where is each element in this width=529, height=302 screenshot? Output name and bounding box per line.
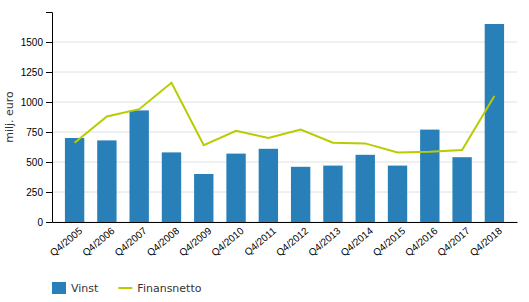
y-tick: 750 [26,127,52,138]
bar [291,167,310,222]
chart: 0250500750100012501500Q4/2005Q4/2006Q4/2… [0,0,529,302]
x-tick: Q4/2013 [306,225,343,258]
x-axis-line [53,222,518,223]
bar [388,166,407,222]
grid [52,42,517,222]
y-tick-mark [46,162,52,163]
x-tick: Q4/2016 [403,225,440,258]
x-tick-label: Q4/2010 [209,225,246,258]
x-tick-label: Q4/2009 [177,225,214,258]
y-tick-label: 0 [37,217,43,228]
y-tick-label: 750 [26,127,43,138]
y-tick-mark [46,42,52,43]
y-tick-label: 500 [26,157,43,168]
x-tick-label: Q4/2008 [145,225,182,258]
grid-line [52,42,517,43]
x-tick: Q4/2011 [242,225,278,258]
x-tick-label: Q4/2005 [48,225,85,258]
bar-series [65,24,504,222]
legend-item: Finansnetto [118,282,201,295]
legend-label: Finansnetto [137,282,201,295]
x-tick-label: Q4/2012 [274,225,311,258]
x-tick: Q4/2015 [371,225,408,258]
grid-line [52,162,517,163]
y-tick-mark [46,102,52,103]
x-tick-label: Q4/2014 [338,225,375,258]
y-tick: 250 [26,187,52,198]
x-tick-label: Q4/2016 [403,225,440,258]
y-tick: 500 [26,157,52,168]
bar [194,174,213,222]
legend-swatch [118,287,132,289]
grid-line [52,72,517,73]
y-tick-label: 250 [26,187,43,198]
bar [226,154,245,222]
x-tick: Q4/2005 [48,225,85,258]
x-tick-label: Q4/2015 [371,225,408,258]
grid-line [52,192,517,193]
y-tick-label: 1000 [21,97,44,108]
y-tick: 0 [37,217,52,228]
x-tick-label: Q4/2017 [435,225,472,258]
x-tick: Q4/2018 [468,225,505,258]
y-axis: 0 250 500 750 1000 1250 1500 [21,13,53,228]
y-tick-label: 1250 [21,67,44,78]
x-tick-label: Q4/2011 [242,225,278,258]
marks [65,24,504,222]
y-tick: 1000 [21,97,52,108]
y-tick-mark [46,132,52,133]
bar [97,140,116,222]
y-tick-mark [46,192,52,193]
grid-line [52,222,517,223]
legend: Vinst Finansnetto [52,282,202,295]
legend-item: Vinst [52,282,99,295]
legend-swatch [52,282,66,294]
y-tick-mark [46,72,52,73]
bar [323,166,342,222]
x-tick: Q4/2008 [145,225,182,258]
x-tick-label: Q4/2018 [468,225,505,258]
x-tick-label: Q4/2007 [112,225,149,258]
y-tick-mark [46,222,52,223]
bar [65,138,84,222]
x-tick: Q4/2017 [435,225,472,258]
y-tick-label: 1500 [21,37,44,48]
bar [452,157,471,222]
x-axis: Q4/2005Q4/2006Q4/2007Q4/2008Q4/2009Q4/20… [48,223,518,259]
x-tick: Q4/2010 [209,225,246,258]
legend-label: Vinst [71,282,99,295]
y-axis-line [46,13,53,223]
y-tick: 1250 [21,67,52,78]
bar [259,149,278,222]
bar [420,130,439,222]
x-tick-label: Q4/2006 [80,225,117,258]
x-tick: Q4/2012 [274,225,311,258]
bar [485,24,504,222]
grid-line [52,132,517,133]
grid-line [52,102,517,103]
x-tick-label: Q4/2013 [306,225,343,258]
x-tick: Q4/2014 [338,225,375,258]
bar [130,110,149,222]
y-axis-title: milj. euro [3,91,16,143]
x-tick: Q4/2009 [177,225,214,258]
y-tick: 1500 [21,37,52,48]
x-tick: Q4/2006 [80,225,117,258]
bar [356,155,375,222]
plot: 0250500750100012501500Q4/2005Q4/2006Q4/2… [21,13,518,259]
bar [162,152,181,222]
x-tick: Q4/2007 [112,225,149,258]
line [75,83,495,153]
